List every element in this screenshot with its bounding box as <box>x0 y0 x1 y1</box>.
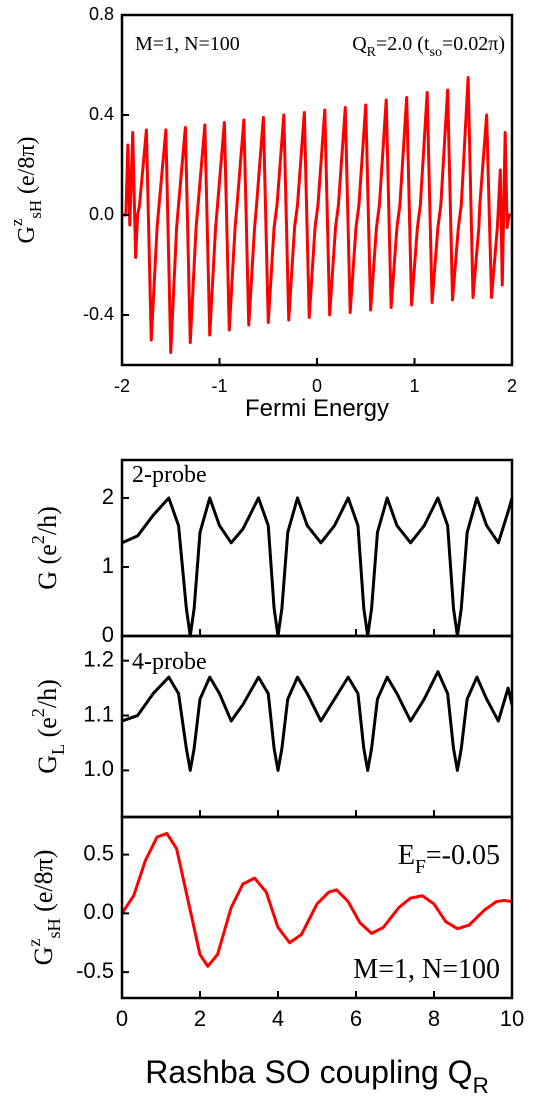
text-part: R <box>367 45 377 60</box>
y-tick-label: 0.5 <box>83 840 114 865</box>
y-axis-label: GzsH (e/8π) <box>24 850 64 966</box>
text-part: /h) <box>33 679 62 708</box>
x-tick-label: 10 <box>500 1006 524 1031</box>
y-tick-label: 1.1 <box>83 701 114 726</box>
text-part: (e/8π) <box>29 850 58 919</box>
y-tick-label: 1 <box>102 553 114 578</box>
data-line <box>122 76 512 354</box>
y-tick-label: 0.0 <box>83 899 114 924</box>
y-tick-label: 0.0 <box>89 204 114 224</box>
data-line <box>121 670 514 772</box>
annotation: EF=-0.05 <box>398 840 500 878</box>
data-line <box>121 496 514 638</box>
annotation: M=1, N=100 <box>353 954 500 985</box>
y-tick-label: 0.8 <box>89 4 114 24</box>
text-part: M=1, N=100 <box>135 33 240 55</box>
text-part: G <box>29 947 58 966</box>
x-tick-label: 2 <box>507 376 517 396</box>
x-tick-label: 8 <box>428 1006 440 1031</box>
annotation: QR=2.0 (tso=0.02π) <box>352 33 505 60</box>
text-part: sH <box>44 918 64 938</box>
annotation: 4-probe <box>132 649 207 675</box>
plot-frame <box>120 815 514 1000</box>
text-part: /h) <box>33 506 62 535</box>
text-part: 2 <box>28 535 48 544</box>
y-tick-label: 1.0 <box>83 756 114 781</box>
text-part: F <box>415 857 426 878</box>
text-part: E <box>398 840 415 871</box>
text-part: M=1, N=100 <box>353 954 500 985</box>
y-tick-label: -0.5 <box>76 958 114 983</box>
text-part: so <box>430 45 442 60</box>
x-tick-label: 1 <box>409 376 419 396</box>
y-tick-label: 0 <box>102 622 114 647</box>
x-axis-label: Fermi Energy <box>245 395 389 422</box>
text-part: 2-probe <box>132 462 207 488</box>
y-tick-label: 0.4 <box>89 104 114 124</box>
text-part: Q <box>352 33 367 55</box>
text-part: R <box>473 1073 489 1098</box>
text-part: sH <box>26 200 45 219</box>
text-part: =2.0 (t <box>376 33 430 55</box>
x-tick-label: -2 <box>114 376 130 396</box>
text-part: =-0.05 <box>426 840 500 871</box>
y-tick-label: 1.2 <box>83 646 114 671</box>
text-part: Rashba SO coupling Q <box>145 1054 472 1090</box>
text-part: Fermi Energy <box>245 395 389 422</box>
y-tick-label: 2 <box>102 484 114 509</box>
annotation: 2-probe <box>132 462 207 488</box>
x-axis-label: Rashba SO coupling QR <box>145 1054 488 1098</box>
y-axis-label: GzsH (e/8π) <box>7 137 45 244</box>
text-part: (e <box>33 717 62 744</box>
text-part: G <box>14 226 40 243</box>
x-tick-label: 0 <box>116 1006 128 1031</box>
y-axis-label: G (e2/h) <box>28 506 62 589</box>
y-axis-label: GL (e2/h) <box>28 679 68 774</box>
x-tick-label: 2 <box>194 1006 206 1031</box>
text-part: z <box>24 939 44 947</box>
text-part: z <box>7 219 26 226</box>
annotation: M=1, N=100 <box>135 33 240 55</box>
x-tick-label: 0 <box>312 376 322 396</box>
y-tick-label: -0.4 <box>83 304 114 324</box>
text-part: 2 <box>28 708 48 717</box>
x-tick-label: -1 <box>211 376 227 396</box>
text-part: G <box>33 755 62 774</box>
x-tick-label: 6 <box>350 1006 362 1031</box>
text-part: G (e <box>33 544 62 589</box>
text-part: (e/8π) <box>14 137 40 200</box>
text-part: L <box>48 744 68 755</box>
text-part: =0.02π) <box>442 33 505 55</box>
x-tick-label: 4 <box>272 1006 284 1031</box>
text-part: 4-probe <box>132 649 207 675</box>
data-line <box>120 831 513 968</box>
